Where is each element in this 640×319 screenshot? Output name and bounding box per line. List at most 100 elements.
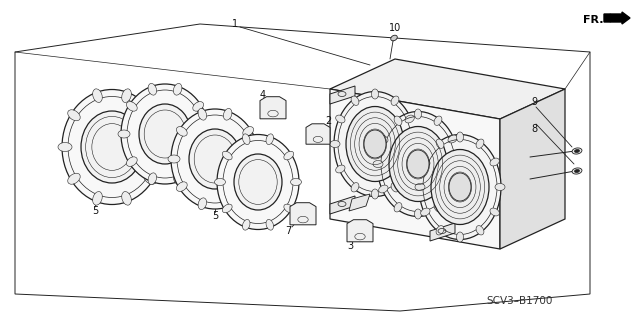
Ellipse shape <box>379 135 388 143</box>
Ellipse shape <box>173 173 182 184</box>
Ellipse shape <box>391 183 399 192</box>
Ellipse shape <box>62 90 162 204</box>
Ellipse shape <box>243 219 250 230</box>
Text: FR.: FR. <box>583 15 604 25</box>
Ellipse shape <box>405 165 414 173</box>
Text: SCV3–B1700: SCV3–B1700 <box>487 296 553 306</box>
Polygon shape <box>290 203 316 225</box>
Ellipse shape <box>405 115 414 123</box>
Text: 5: 5 <box>92 206 98 216</box>
Ellipse shape <box>58 143 72 152</box>
Polygon shape <box>412 147 428 164</box>
Ellipse shape <box>373 160 383 167</box>
Ellipse shape <box>68 110 80 121</box>
Ellipse shape <box>449 173 471 201</box>
Ellipse shape <box>419 135 501 240</box>
Ellipse shape <box>217 135 299 229</box>
Ellipse shape <box>122 89 131 102</box>
Polygon shape <box>260 97 286 119</box>
Ellipse shape <box>291 179 301 186</box>
Ellipse shape <box>490 158 499 166</box>
Ellipse shape <box>243 182 253 191</box>
Ellipse shape <box>189 129 241 189</box>
Ellipse shape <box>193 101 204 111</box>
Ellipse shape <box>193 157 204 167</box>
Ellipse shape <box>266 219 273 230</box>
Ellipse shape <box>364 130 386 158</box>
Ellipse shape <box>575 169 579 173</box>
Ellipse shape <box>394 116 402 125</box>
Ellipse shape <box>351 96 359 105</box>
Polygon shape <box>330 59 565 119</box>
Text: 5: 5 <box>212 211 218 221</box>
Ellipse shape <box>173 84 182 95</box>
Ellipse shape <box>127 157 137 167</box>
Text: 7: 7 <box>285 226 291 236</box>
Text: 6: 6 <box>160 86 166 96</box>
Ellipse shape <box>420 158 430 166</box>
Ellipse shape <box>222 204 232 213</box>
Ellipse shape <box>177 182 188 191</box>
Ellipse shape <box>148 173 157 184</box>
Ellipse shape <box>144 173 156 184</box>
Ellipse shape <box>407 150 429 178</box>
Text: 1: 1 <box>232 19 238 29</box>
Ellipse shape <box>148 84 157 95</box>
Ellipse shape <box>490 208 499 216</box>
Ellipse shape <box>415 183 425 190</box>
Ellipse shape <box>456 232 463 242</box>
Ellipse shape <box>431 150 489 225</box>
Ellipse shape <box>389 127 447 202</box>
Ellipse shape <box>198 198 207 210</box>
Text: 4: 4 <box>260 90 266 100</box>
Ellipse shape <box>394 203 402 212</box>
Polygon shape <box>330 86 355 104</box>
Ellipse shape <box>214 179 225 186</box>
Ellipse shape <box>168 155 180 163</box>
Ellipse shape <box>336 115 345 123</box>
Ellipse shape <box>495 183 505 190</box>
Ellipse shape <box>81 111 143 183</box>
Polygon shape <box>330 196 355 214</box>
FancyArrow shape <box>604 12 630 24</box>
Ellipse shape <box>572 168 582 174</box>
Text: 2: 2 <box>325 116 331 126</box>
Ellipse shape <box>223 108 232 120</box>
Ellipse shape <box>250 155 262 163</box>
Ellipse shape <box>171 109 259 209</box>
Ellipse shape <box>68 173 80 184</box>
Ellipse shape <box>391 35 397 41</box>
Ellipse shape <box>434 116 442 125</box>
Ellipse shape <box>436 226 444 235</box>
Ellipse shape <box>284 204 294 213</box>
Ellipse shape <box>371 189 378 199</box>
Ellipse shape <box>234 154 282 210</box>
Ellipse shape <box>118 130 130 138</box>
Ellipse shape <box>222 151 232 160</box>
Ellipse shape <box>436 139 444 148</box>
Polygon shape <box>349 194 370 211</box>
Ellipse shape <box>453 160 463 167</box>
Ellipse shape <box>152 143 166 152</box>
Ellipse shape <box>456 132 463 142</box>
Ellipse shape <box>346 107 404 182</box>
Ellipse shape <box>410 140 420 147</box>
Ellipse shape <box>415 209 422 219</box>
Ellipse shape <box>575 150 579 152</box>
Polygon shape <box>500 89 565 249</box>
Ellipse shape <box>371 89 378 99</box>
Ellipse shape <box>177 127 188 136</box>
Ellipse shape <box>377 112 459 217</box>
Ellipse shape <box>198 108 207 120</box>
Ellipse shape <box>200 130 212 138</box>
Ellipse shape <box>243 127 253 136</box>
Polygon shape <box>330 89 500 249</box>
Ellipse shape <box>448 185 458 193</box>
Ellipse shape <box>330 140 340 147</box>
Ellipse shape <box>93 191 102 205</box>
Ellipse shape <box>266 134 273 145</box>
Ellipse shape <box>121 84 209 184</box>
Polygon shape <box>347 220 373 242</box>
Ellipse shape <box>476 226 484 235</box>
Ellipse shape <box>420 208 430 216</box>
